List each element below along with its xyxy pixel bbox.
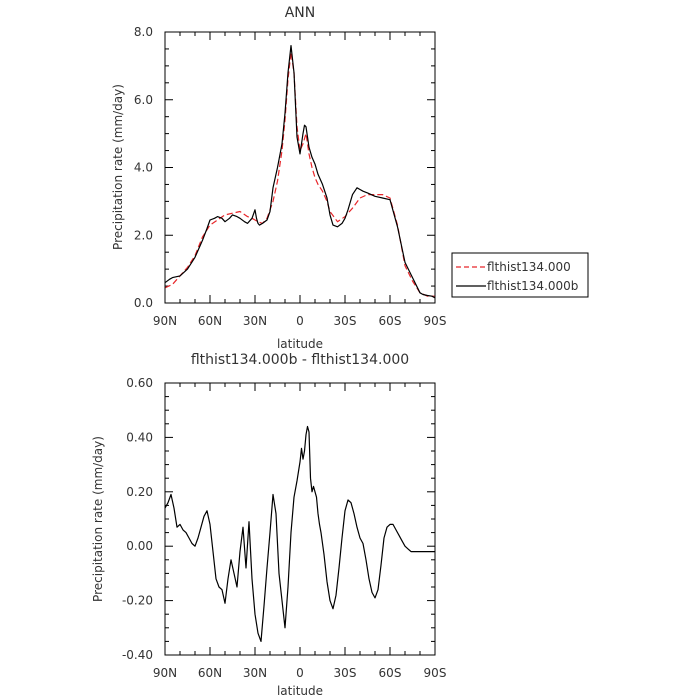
y-tick-label: -0.40 (122, 648, 153, 662)
y-tick-label: 0.00 (126, 539, 153, 553)
x-tick-label: 60N (198, 666, 222, 680)
top-chart-frame (164, 31, 436, 304)
top-chart-xlabel: latitude (277, 337, 323, 351)
y-tick-label: 6.0 (134, 93, 153, 107)
y-tick-label: 2.0 (134, 228, 153, 242)
x-tick-label: 60S (379, 666, 402, 680)
top-chart-lines (164, 45, 436, 299)
legend-label-flthist134-000b: flthist134.000b (487, 279, 578, 293)
bottom-chart-title: flthist134.000b - flthist134.000 (191, 352, 409, 368)
top-chart-axes: 90N 60N 30N 0 30S 60S 90S 0.0 2.0 4.0 6.0 8.0 (134, 25, 447, 328)
bottom-chart-axes: 90N 60N 30N 0 30S 60S 90S -0.40 -0.20 0.00 0.20 0.4… (122, 376, 447, 680)
y-tick-label: 4.0 (134, 161, 153, 175)
x-tick-label: 90S (424, 666, 447, 680)
bottom-chart-xlabel: latitude (277, 684, 323, 698)
top-chart-title: ANN (285, 5, 316, 21)
bottom-chart-ylabel: Precipitation rate (mm/day) (91, 436, 105, 602)
bottom-chart-lines (164, 425, 435, 642)
top-chart-ylabel: Precipitation rate (mm/day) (111, 84, 125, 250)
x-tick-label: 90S (424, 314, 447, 328)
legend: flthist134.000 flthist134.000b (451, 252, 589, 298)
x-tick-label: 0 (296, 314, 304, 328)
x-tick-label: 0 (296, 666, 304, 680)
y-tick-label: 0.20 (126, 485, 153, 499)
bottom-chart-frame (164, 382, 436, 656)
y-tick-label: 0.0 (134, 296, 153, 310)
series-line-solid (164, 425, 435, 642)
x-tick-label: 30S (334, 666, 357, 680)
x-tick-label: 90N (153, 666, 177, 680)
x-tick-label: 60N (198, 314, 222, 328)
y-tick-label: 0.40 (126, 430, 153, 444)
series-line-solid (164, 45, 436, 299)
x-tick-label: 30N (243, 666, 267, 680)
legend-label-flthist134-000: flthist134.000 (487, 260, 571, 274)
difference-panel: flthist134.000b - flthist134.000 90N 60N 3… (91, 352, 446, 698)
y-tick-label: 8.0 (134, 25, 153, 39)
x-tick-label: 90N (153, 314, 177, 328)
annual-precipitation-panel: ANN 90N 60N 30N 0 30S 60S 90S 0.0 2.0 4.0 6.0 8.0 l… (111, 5, 446, 351)
y-tick-label: -0.20 (122, 594, 153, 608)
x-tick-label: 30N (243, 314, 267, 328)
x-tick-label: 60S (379, 314, 402, 328)
y-tick-label: 0.60 (126, 376, 153, 390)
x-tick-label: 30S (334, 314, 357, 328)
series-line-dashed (164, 51, 435, 297)
legend-box (451, 252, 589, 298)
